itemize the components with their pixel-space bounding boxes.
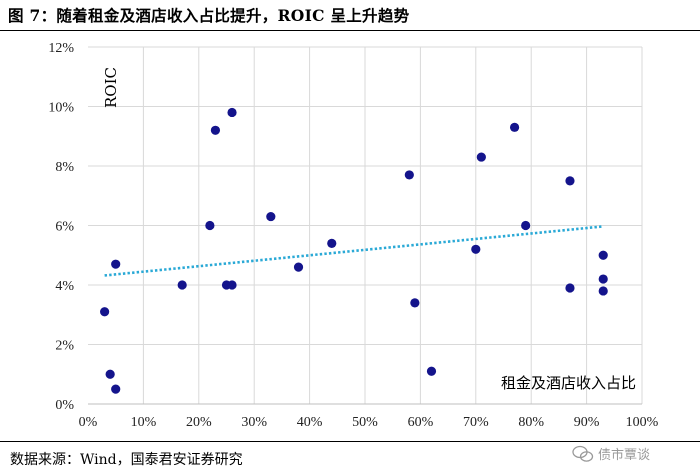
- x-tick-label: 50%: [352, 415, 378, 430]
- data-point: [598, 274, 608, 284]
- trendline: [104, 225, 604, 277]
- x-tick-label: 30%: [241, 415, 267, 430]
- y-tick-label: 6%: [55, 220, 74, 235]
- data-point: [227, 280, 237, 290]
- x-tick-label: 90%: [574, 415, 600, 430]
- data-point: [100, 307, 110, 317]
- data-points: [100, 107, 608, 394]
- wechat-icon: [572, 445, 594, 462]
- data-point: [404, 170, 414, 180]
- y-tick-label: 10%: [48, 101, 74, 116]
- data-point: [266, 211, 276, 222]
- y-tick-label: 4%: [55, 279, 74, 294]
- figure-title: 图 7：随着租金及酒店收入占比提升，ROIC 呈上升趋势: [8, 6, 410, 25]
- x-tick-label: 70%: [463, 415, 489, 430]
- x-tick-label: 10%: [131, 415, 157, 430]
- x-tick-label: 80%: [518, 415, 544, 430]
- y-tick-label: 8%: [55, 160, 74, 175]
- data-point: [509, 122, 520, 132]
- x-tick-label: 0%: [79, 415, 98, 430]
- data-point: [565, 176, 575, 186]
- data-point: [598, 286, 608, 296]
- y-tick-label: 0%: [55, 398, 74, 413]
- x-tick-label: 60%: [408, 415, 434, 430]
- data-point: [565, 283, 575, 293]
- data-point: [521, 220, 531, 231]
- title-rule: [0, 30, 700, 31]
- x-tick-label: 100%: [626, 415, 659, 430]
- data-point: [111, 259, 121, 269]
- x-tick-label: 40%: [297, 415, 323, 430]
- y-tick-label: 2%: [55, 339, 74, 354]
- y-tick-label: 12%: [48, 41, 74, 56]
- data-point: [598, 250, 608, 260]
- watermark: 债市覃谈: [572, 444, 650, 463]
- grid-lines: [88, 46, 643, 404]
- data-point: [177, 280, 187, 290]
- x-tick-label: 20%: [186, 415, 212, 430]
- data-point: [105, 369, 115, 379]
- y-axis-title: ROIC: [102, 67, 120, 108]
- data-point: [293, 262, 304, 272]
- data-point: [210, 125, 221, 135]
- data-point: [476, 152, 486, 162]
- source-note: 数据来源：Wind，国泰君安证券研究: [10, 452, 243, 468]
- trendline-path: [104, 225, 604, 277]
- data-point: [327, 238, 337, 248]
- watermark-text: 债市覃谈: [598, 448, 651, 463]
- data-point: [205, 220, 215, 231]
- data-point: [111, 384, 121, 394]
- data-point: [471, 244, 481, 254]
- data-point: [426, 366, 437, 376]
- x-axis-title: 租金及酒店收入占比: [501, 374, 636, 392]
- data-point: [227, 107, 237, 118]
- data-point: [410, 298, 420, 308]
- tick-labels: 0% 10% 20% 30% 40% 50% 60% 70% 80% 90% 100% 0% 2% 4% 6…: [48, 41, 658, 430]
- source-rule: [0, 441, 700, 442]
